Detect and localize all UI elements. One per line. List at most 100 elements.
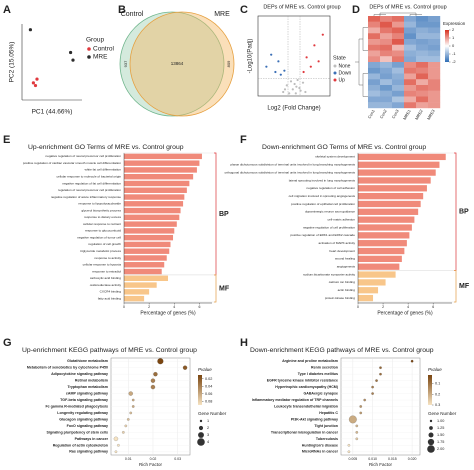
point [33,83,38,88]
category-label: negative regulation of tumor cell [77,235,121,239]
heat-cell [416,44,429,51]
point [288,92,291,95]
category-label: planar dichotomous subdivision of termin… [230,163,355,167]
size-key [198,425,204,431]
x-tick-label: 0.010 [368,457,377,461]
heat-cell [368,50,381,57]
heat-cell [428,33,441,40]
x-tick-label: 0.03 [174,457,181,461]
column-label: Con3 [391,108,400,119]
point [293,82,296,86]
heat-cell [428,16,441,22]
heat-cell [380,50,393,57]
x-axis-label: Log2 (Fold Change) [267,106,320,112]
legend-swatch [333,78,337,82]
heat-cell [392,50,405,57]
category-label: negative regulation of cell adhesion [306,186,355,190]
heat-cell [380,33,393,40]
x-tick-label: 4 [407,305,409,309]
x-tick-label: 0 [357,305,359,309]
heat-cell [392,96,405,103]
dendrogram [373,12,422,16]
bar [358,294,374,302]
size-label: 1 [207,419,209,423]
dot [124,424,128,428]
heat-cell [416,102,429,109]
category-label: Huntington's disease [302,443,338,447]
category-label: CXCR4 binding [100,290,122,294]
panel-letter: A [3,4,11,16]
heat-cell [380,96,393,103]
point [274,70,277,74]
dot [359,405,363,408]
point [282,90,285,94]
heat-cell [404,85,417,91]
heat-cell [392,79,405,86]
heat-cell [368,96,381,103]
heat-cell [380,79,393,86]
category-label: lateral sprouting involved in lung morph… [289,178,356,182]
dot [157,358,164,365]
point [299,89,302,92]
point [302,70,305,74]
point [309,65,312,68]
bar [124,275,168,282]
category-label: response to glucocorticoid [85,229,121,233]
x-axis-label: PC1 (44.66%) [32,109,73,116]
heat-cell [428,50,441,57]
category-label: fatty acid binding [98,296,121,300]
category-label: response to activity [95,256,122,260]
bar [124,207,181,214]
size-key [428,432,434,438]
heat-cell [428,56,441,63]
dot [117,443,120,447]
legend-title: Expression [443,21,466,26]
dot [114,450,118,454]
x-tick-label: 2 [382,305,384,309]
heat-cell [380,16,393,22]
colorbar [198,375,202,405]
heat-cell [428,96,441,103]
category-label: TGF-beta signaling pathway [60,398,108,402]
heat-cell [392,67,405,74]
category-label: Glutathione metabolism [67,359,108,363]
y-axis-label: -Log10(Padj) [248,39,254,74]
panel-letter: G [3,337,12,349]
category-label: protein kinase binding [325,296,355,300]
category-label: Retinol metabolism [75,379,108,383]
category-label: Leukocyte transendothelial migration [274,404,338,408]
bar [358,169,436,176]
heat-cell [368,79,381,86]
category-label: wound healing [335,257,355,261]
heat-cell [404,96,417,103]
category-label: Renin secretion [311,366,338,370]
dot [347,450,351,454]
x-tick-label: 0.015 [388,457,397,461]
bar [358,177,431,184]
heat-cell [380,44,393,51]
column-label: Con1 [367,108,376,119]
heat-cell [392,56,405,63]
dot [347,443,351,447]
heat-cell [392,21,405,28]
chart-title: Up-enrichment KEGG pathways of MRE vs. C… [22,347,197,354]
heat-cell [392,33,405,40]
point [270,53,273,56]
heat-cell [380,90,393,97]
heat-cell [392,85,405,91]
colorbar-label: 1 [452,35,455,40]
heat-cell [404,73,417,80]
size-label: 2.00 [437,447,444,451]
category-label: negative regulation of fat cell differen… [62,181,121,185]
point [317,60,320,63]
category-label: skeletal system development [315,155,355,159]
heat-cell [416,96,429,103]
set-circle [129,11,235,117]
category-label: cAMP signaling pathway [66,392,108,396]
dot [348,415,357,424]
group-label: BP [459,209,469,216]
column-label: MRE1 [402,108,412,121]
heat-cell [416,79,429,86]
chart-title: DEPs of MRE vs. Control group [263,4,340,10]
heat-cell [416,39,429,45]
